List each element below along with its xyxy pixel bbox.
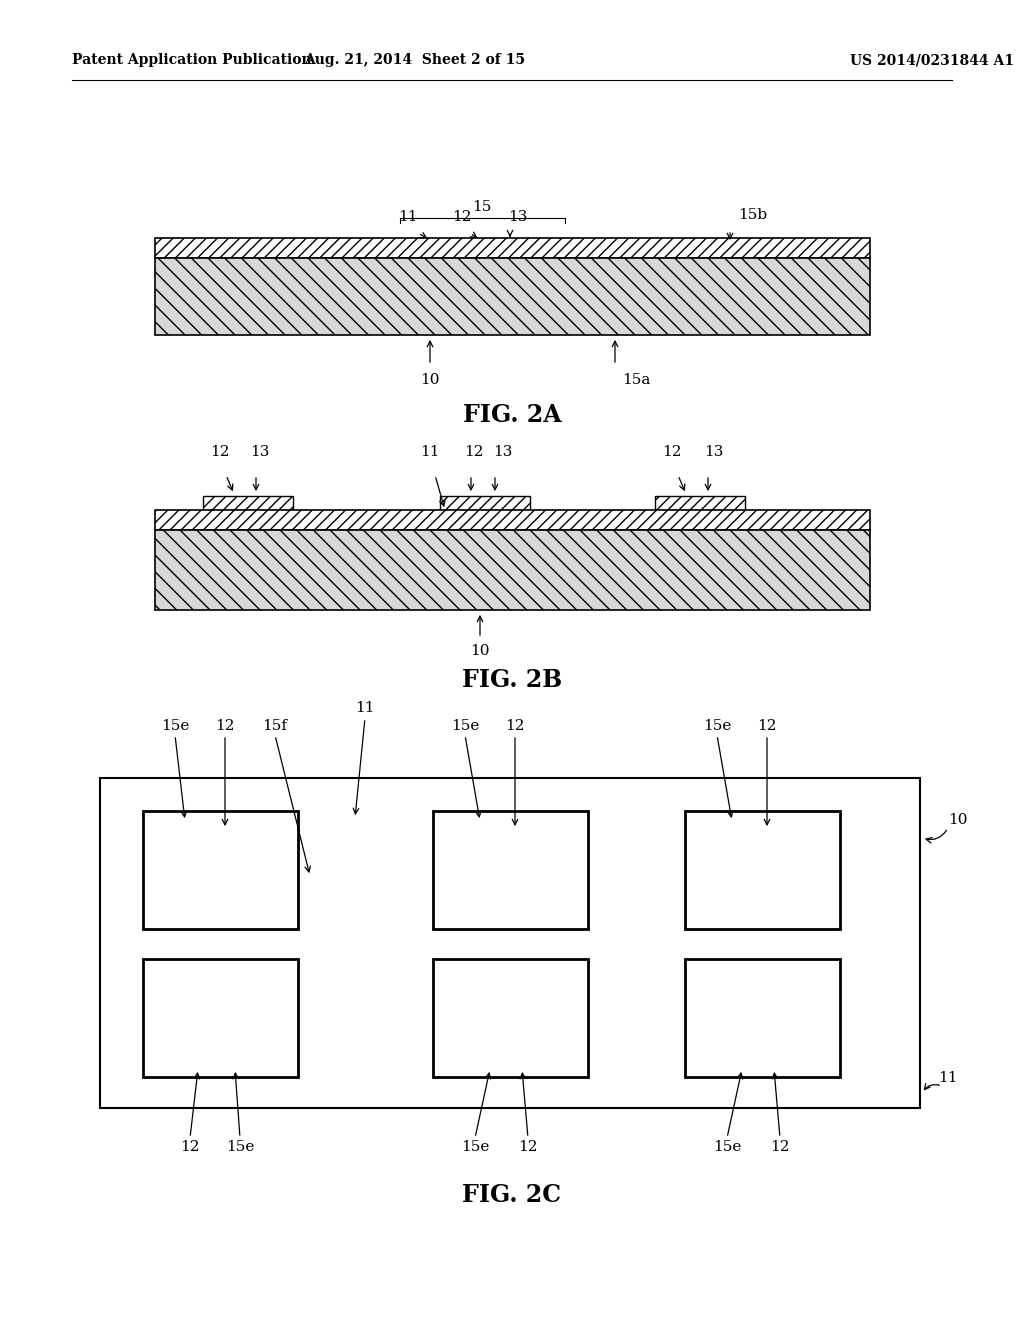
Bar — [143, 810, 298, 929]
Bar — [155, 257, 870, 335]
Text: 15f: 15f — [262, 719, 288, 733]
Bar — [143, 960, 298, 1077]
Text: 11: 11 — [398, 210, 418, 224]
Text: FIG. 2B: FIG. 2B — [462, 668, 562, 692]
Text: 15e: 15e — [161, 719, 189, 733]
Bar — [155, 531, 870, 610]
Text: 12: 12 — [464, 445, 483, 459]
Bar — [100, 777, 920, 1107]
Text: 10: 10 — [420, 374, 439, 387]
Text: 15e: 15e — [702, 719, 731, 733]
Text: 12: 12 — [180, 1140, 200, 1154]
Text: 13: 13 — [250, 445, 269, 459]
Text: 15e: 15e — [713, 1140, 741, 1154]
Text: 10: 10 — [948, 813, 968, 828]
Text: 12: 12 — [758, 719, 777, 733]
Text: FIG. 2A: FIG. 2A — [463, 403, 561, 426]
Bar — [433, 810, 588, 929]
Text: 12: 12 — [210, 445, 229, 459]
Bar — [155, 510, 870, 531]
Text: 12: 12 — [215, 719, 234, 733]
Bar — [655, 496, 745, 510]
Bar — [440, 496, 530, 510]
Bar — [685, 960, 840, 1077]
Text: 12: 12 — [663, 445, 682, 459]
Bar — [203, 496, 293, 510]
Text: 11: 11 — [355, 701, 375, 715]
Bar — [155, 238, 870, 257]
Text: 15: 15 — [472, 201, 492, 214]
Bar — [685, 810, 840, 929]
Text: 15e: 15e — [451, 719, 479, 733]
Text: 13: 13 — [508, 210, 527, 224]
Text: FIG. 2C: FIG. 2C — [463, 1183, 561, 1206]
Text: Patent Application Publication: Patent Application Publication — [72, 53, 311, 67]
Text: 10: 10 — [470, 644, 489, 657]
Text: 12: 12 — [518, 1140, 538, 1154]
Text: US 2014/0231844 A1: US 2014/0231844 A1 — [850, 53, 1014, 67]
Text: 12: 12 — [505, 719, 524, 733]
Text: 13: 13 — [705, 445, 724, 459]
Text: 15b: 15b — [738, 209, 767, 222]
Text: 11: 11 — [420, 445, 439, 459]
Text: 15a: 15a — [622, 374, 650, 387]
Text: 15e: 15e — [461, 1140, 489, 1154]
Text: 12: 12 — [453, 210, 472, 224]
Text: 15e: 15e — [226, 1140, 254, 1154]
Text: 13: 13 — [494, 445, 513, 459]
Text: 11: 11 — [938, 1071, 957, 1085]
Text: Aug. 21, 2014  Sheet 2 of 15: Aug. 21, 2014 Sheet 2 of 15 — [304, 53, 525, 67]
Bar — [433, 960, 588, 1077]
Text: 12: 12 — [770, 1140, 790, 1154]
